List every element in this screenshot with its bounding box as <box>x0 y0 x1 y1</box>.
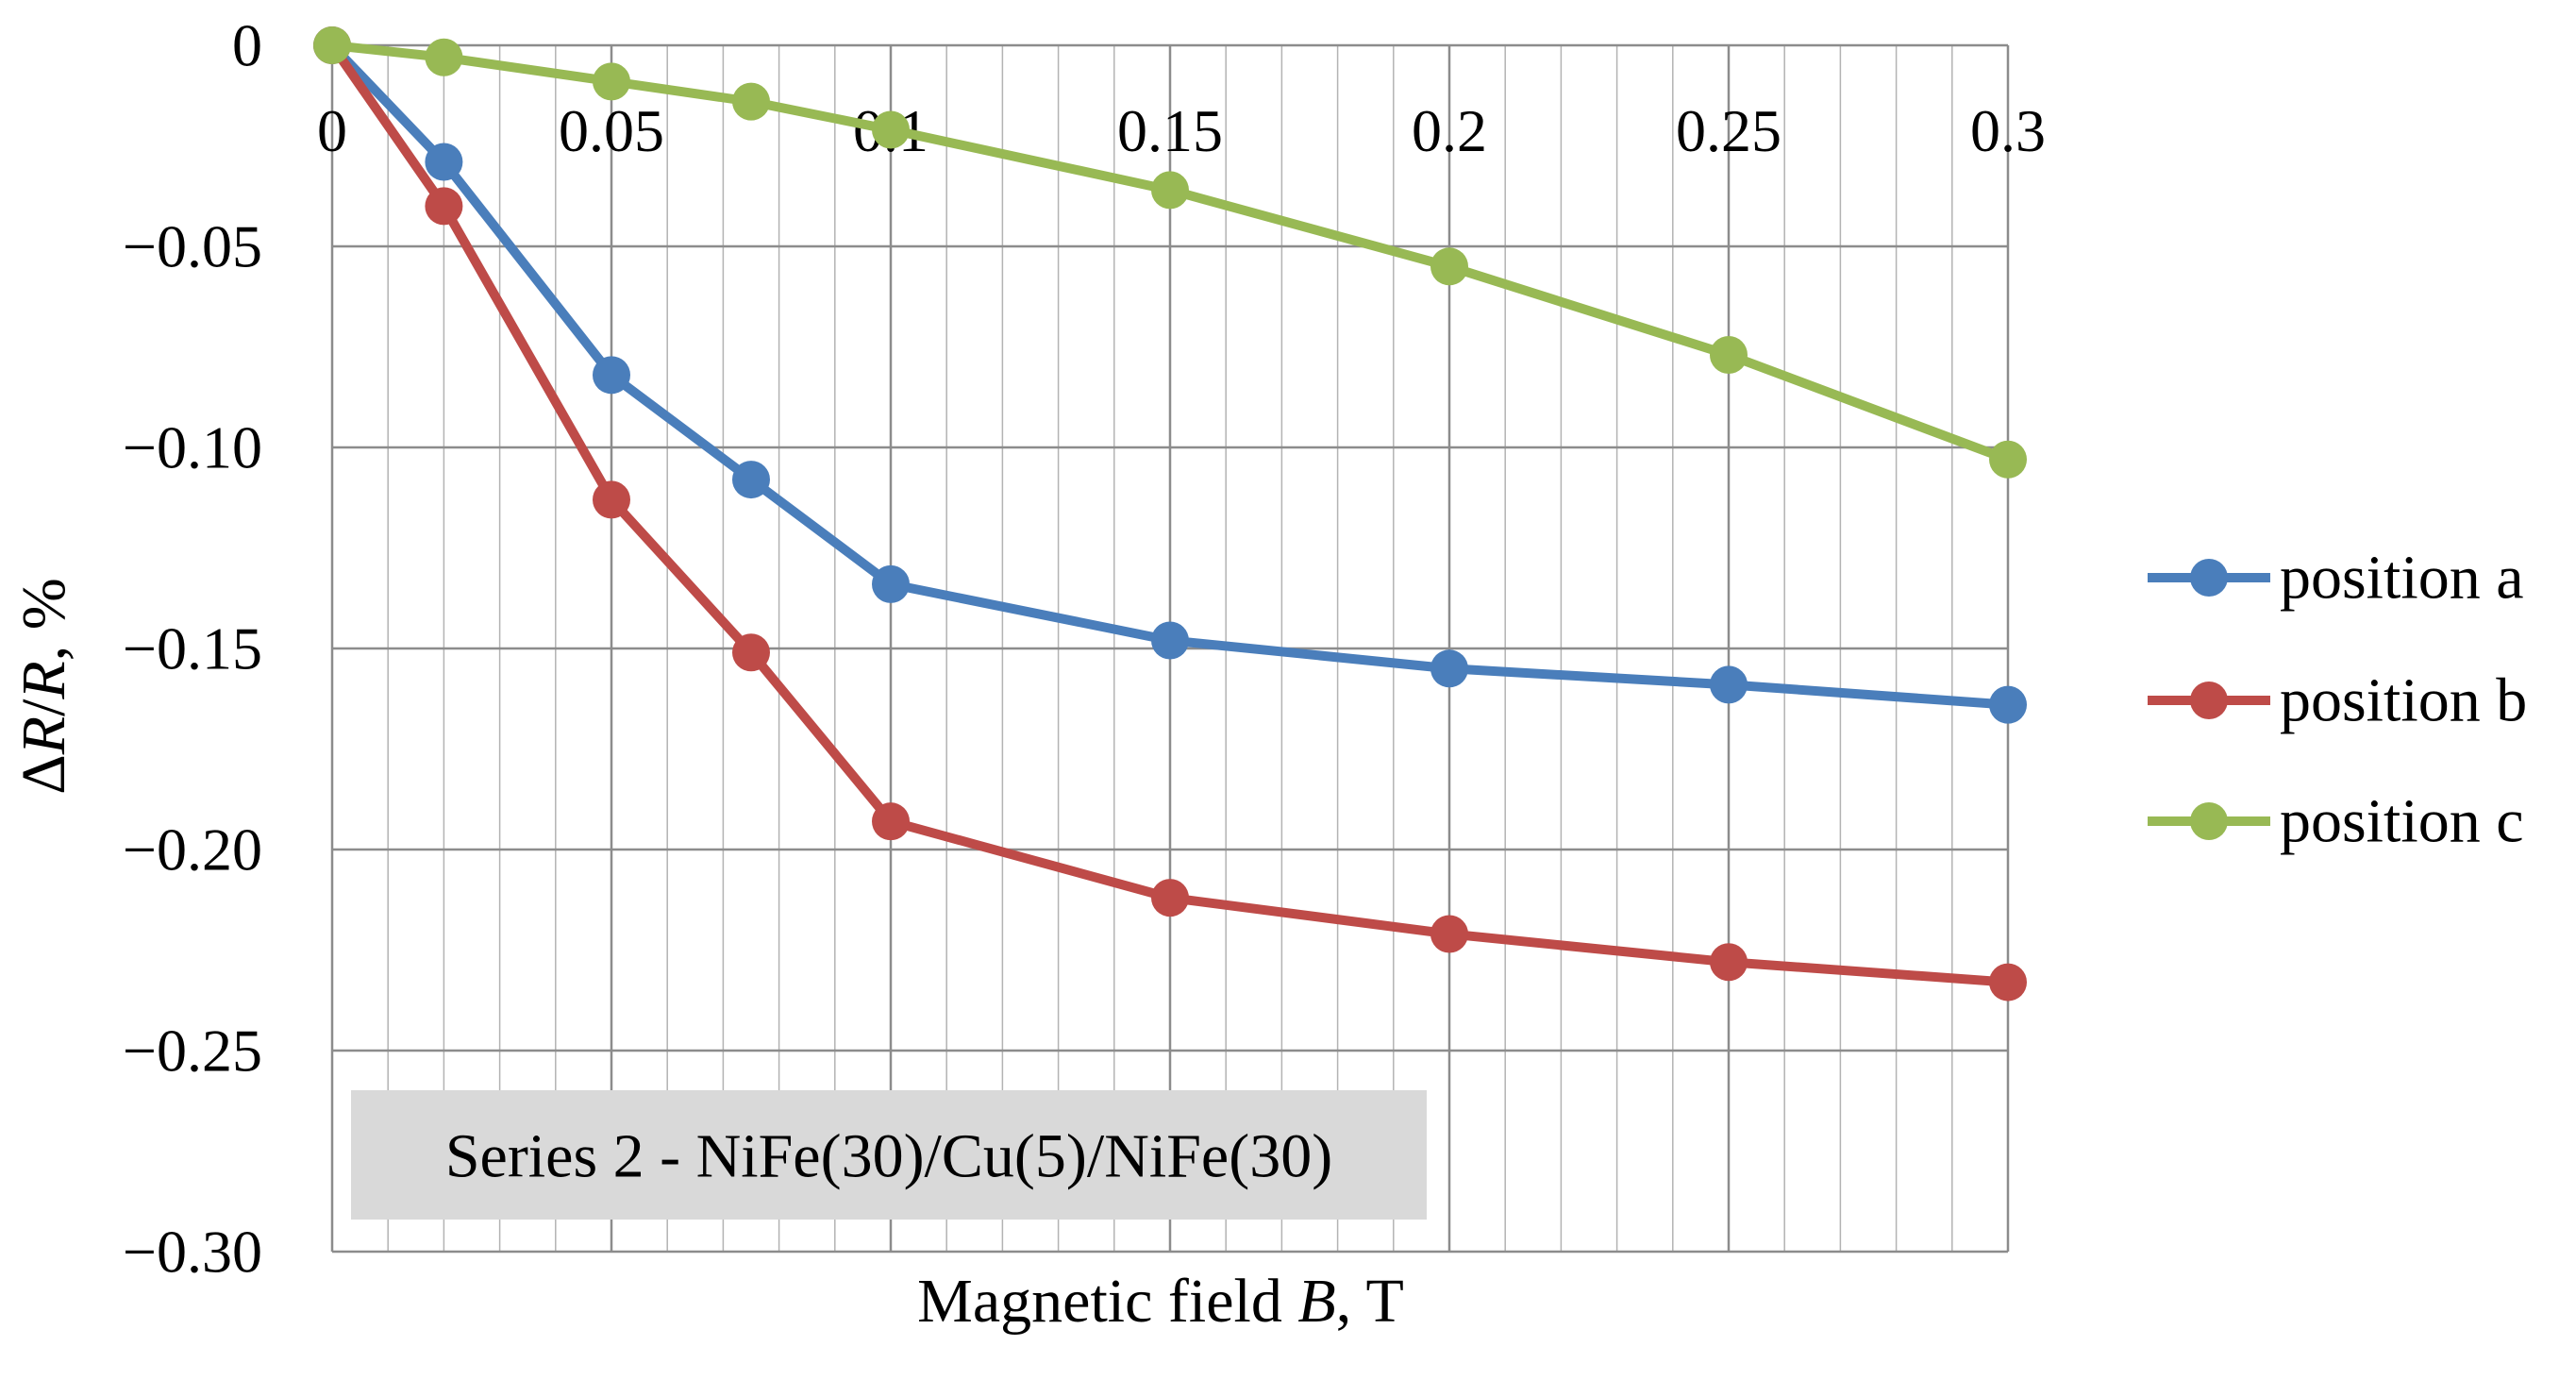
annotation-background <box>351 1090 1427 1220</box>
y-tick-label: −0.10 <box>123 414 262 481</box>
data-point <box>1430 915 1468 953</box>
series-layer <box>313 26 2027 1001</box>
data-point <box>872 110 910 149</box>
x-tick-labels: 00.050.10.150.20.250.3 <box>317 97 2046 164</box>
legend-item: position b <box>2148 666 2527 735</box>
data-point <box>1710 665 1748 704</box>
data-point <box>1710 336 1748 375</box>
legend-swatch-marker <box>2190 559 2228 597</box>
x-axis-title-variable: B <box>1297 1267 1335 1336</box>
annotation-box: Series 2 - NiFe(30)/Cu(5)/NiFe(30) <box>351 1090 1427 1220</box>
legend-swatch-marker <box>2190 682 2228 719</box>
data-point <box>1430 247 1468 286</box>
data-point <box>593 356 630 395</box>
x-tick-label: 0.15 <box>1117 97 1223 164</box>
data-point <box>872 564 910 603</box>
data-point <box>1710 943 1748 982</box>
x-tick-label: 0.25 <box>1676 97 1781 164</box>
data-point <box>1989 963 2027 1001</box>
legend-label: position c <box>2280 787 2524 856</box>
y-tick-label: −0.05 <box>123 213 262 280</box>
data-point <box>1151 621 1189 660</box>
x-tick-label: 0.2 <box>1412 97 1487 164</box>
y-tick-label: −0.25 <box>123 1018 262 1085</box>
data-point <box>425 38 463 76</box>
data-point <box>425 143 463 181</box>
y-tick-label: 0 <box>232 12 262 79</box>
series-position-a <box>313 26 2027 724</box>
y-axis-title-slash: / <box>9 698 78 716</box>
x-tick-label: 0 <box>317 97 347 164</box>
y-tick-label: −0.15 <box>123 615 262 682</box>
y-tick-label: −0.30 <box>123 1219 262 1286</box>
data-point <box>732 82 770 121</box>
legend-item: position a <box>2148 544 2524 613</box>
data-point <box>732 461 770 499</box>
y-axis-title: ΔR/R, % <box>9 578 78 794</box>
data-point <box>593 480 630 519</box>
series-position-c <box>313 26 2027 479</box>
data-point <box>1989 440 2027 479</box>
x-axis-title-unit: , T <box>1336 1267 1404 1336</box>
y-tick-labels: 0 −0.05 −0.10 −0.15 −0.20 −0.25 −0.30 <box>123 12 262 1286</box>
data-point <box>313 26 351 64</box>
x-tick-label: 0.3 <box>1970 97 2046 164</box>
data-point <box>872 802 910 841</box>
y-axis-title-unit: , % <box>9 578 78 661</box>
annotation-text: Series 2 - NiFe(30)/Cu(5)/NiFe(30) <box>445 1122 1332 1191</box>
y-axis-title-var2: R <box>9 661 78 699</box>
legend-label: position b <box>2280 666 2527 735</box>
data-point <box>1989 685 2027 724</box>
legend-label: position a <box>2280 544 2524 613</box>
x-axis-title-prefix: Magnetic field <box>917 1267 1297 1336</box>
data-point <box>593 62 630 101</box>
data-point <box>1151 879 1189 917</box>
data-point <box>732 633 770 672</box>
data-point <box>1430 649 1468 688</box>
y-axis-title-delta: Δ <box>9 754 78 794</box>
legend-swatch-marker <box>2190 802 2228 840</box>
legend-item: position c <box>2148 787 2524 856</box>
major-gridlines <box>330 43 2010 1254</box>
legend: position a position b position c <box>2148 544 2527 856</box>
x-axis-title: Magnetic field B, T <box>917 1267 1404 1336</box>
y-tick-label: −0.20 <box>123 816 262 884</box>
data-point <box>1151 171 1189 210</box>
y-axis-title-var1: R <box>9 716 78 755</box>
data-point <box>425 187 463 226</box>
x-tick-label: 0.05 <box>559 97 664 164</box>
